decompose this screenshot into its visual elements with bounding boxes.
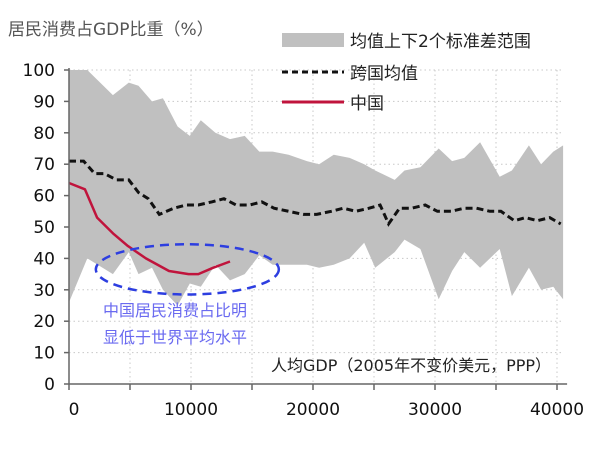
legend-label-mean: 跨国均值 — [350, 64, 418, 84]
line-layer — [68, 159, 562, 276]
x-tick-label: 40000 — [530, 400, 584, 420]
y-tick-label: 60 — [33, 187, 55, 207]
chart-title: 居民消费占GDP比重（%） — [8, 20, 214, 40]
y-tick-label: 20 — [33, 312, 55, 332]
x-tick-label: 10000 — [164, 400, 218, 420]
annotation-line-2: 显低于世界平均水平 — [103, 328, 247, 347]
annotation-ellipse — [94, 243, 281, 296]
y-tick-label: 40 — [33, 249, 55, 269]
y-tick-label: 100 — [23, 61, 55, 81]
china-line — [68, 181, 231, 276]
legend-band-swatch — [282, 33, 344, 47]
legend: 均值上下2个标准差范围 跨国均值 中国 — [282, 32, 531, 114]
y-tick-label: 30 — [33, 281, 55, 301]
band-layer — [69, 70, 564, 306]
y-tick-label: 0 — [44, 375, 55, 395]
y-tick-label: 10 — [33, 344, 55, 364]
legend-label-china: 中国 — [350, 94, 384, 114]
y-tick-label: 50 — [33, 218, 55, 238]
y-tick-label: 70 — [33, 155, 55, 175]
y-tick-label: 80 — [33, 124, 55, 144]
y-tick-label: 90 — [33, 92, 55, 112]
x-tick-label: 30000 — [408, 400, 462, 420]
legend-label-band: 均值上下2个标准差范围 — [350, 32, 531, 52]
x-tick-label: 0 — [69, 400, 80, 420]
std-band-area — [69, 70, 564, 306]
annotation-line-1: 中国居民消费占比明 — [103, 301, 247, 320]
cross-country-mean-line — [69, 159, 562, 227]
axis-layer: 0 10 20 30 40 50 60 70 80 90 100 0 10000 20000 30000 40… — [23, 61, 585, 420]
x-tick-label: 20000 — [286, 400, 340, 420]
annotation-layer — [94, 243, 281, 296]
x-axis-label: 人均GDP（2005年不变价美元，PPP） — [271, 356, 551, 375]
